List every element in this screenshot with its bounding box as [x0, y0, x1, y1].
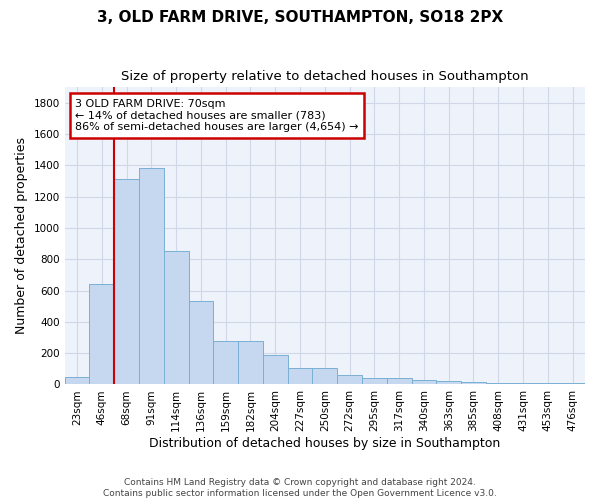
Bar — [263, 356, 287, 384]
Bar — [164, 252, 188, 384]
Bar — [65, 376, 89, 384]
Text: 3 OLD FARM DRIVE: 70sqm
← 14% of detached houses are smaller (783)
86% of semi-d: 3 OLD FARM DRIVE: 70sqm ← 14% of detache… — [75, 99, 359, 132]
Bar — [337, 375, 362, 384]
Bar — [238, 342, 263, 384]
Y-axis label: Number of detached properties: Number of detached properties — [15, 137, 28, 334]
Bar — [535, 383, 560, 384]
Bar — [287, 368, 313, 384]
Bar — [89, 284, 114, 384]
Bar — [313, 368, 337, 384]
Bar — [214, 342, 238, 384]
Text: 3, OLD FARM DRIVE, SOUTHAMPTON, SO18 2PX: 3, OLD FARM DRIVE, SOUTHAMPTON, SO18 2PX — [97, 10, 503, 25]
Bar — [114, 180, 139, 384]
Bar — [387, 378, 412, 384]
Bar — [436, 382, 461, 384]
Text: Contains HM Land Registry data © Crown copyright and database right 2024.
Contai: Contains HM Land Registry data © Crown c… — [103, 478, 497, 498]
Bar — [362, 378, 387, 384]
Bar — [188, 302, 214, 384]
Title: Size of property relative to detached houses in Southampton: Size of property relative to detached ho… — [121, 70, 529, 83]
Bar — [139, 168, 164, 384]
Bar — [511, 382, 535, 384]
Bar — [486, 382, 511, 384]
Bar — [560, 383, 585, 384]
Bar — [412, 380, 436, 384]
Bar — [461, 382, 486, 384]
X-axis label: Distribution of detached houses by size in Southampton: Distribution of detached houses by size … — [149, 437, 500, 450]
